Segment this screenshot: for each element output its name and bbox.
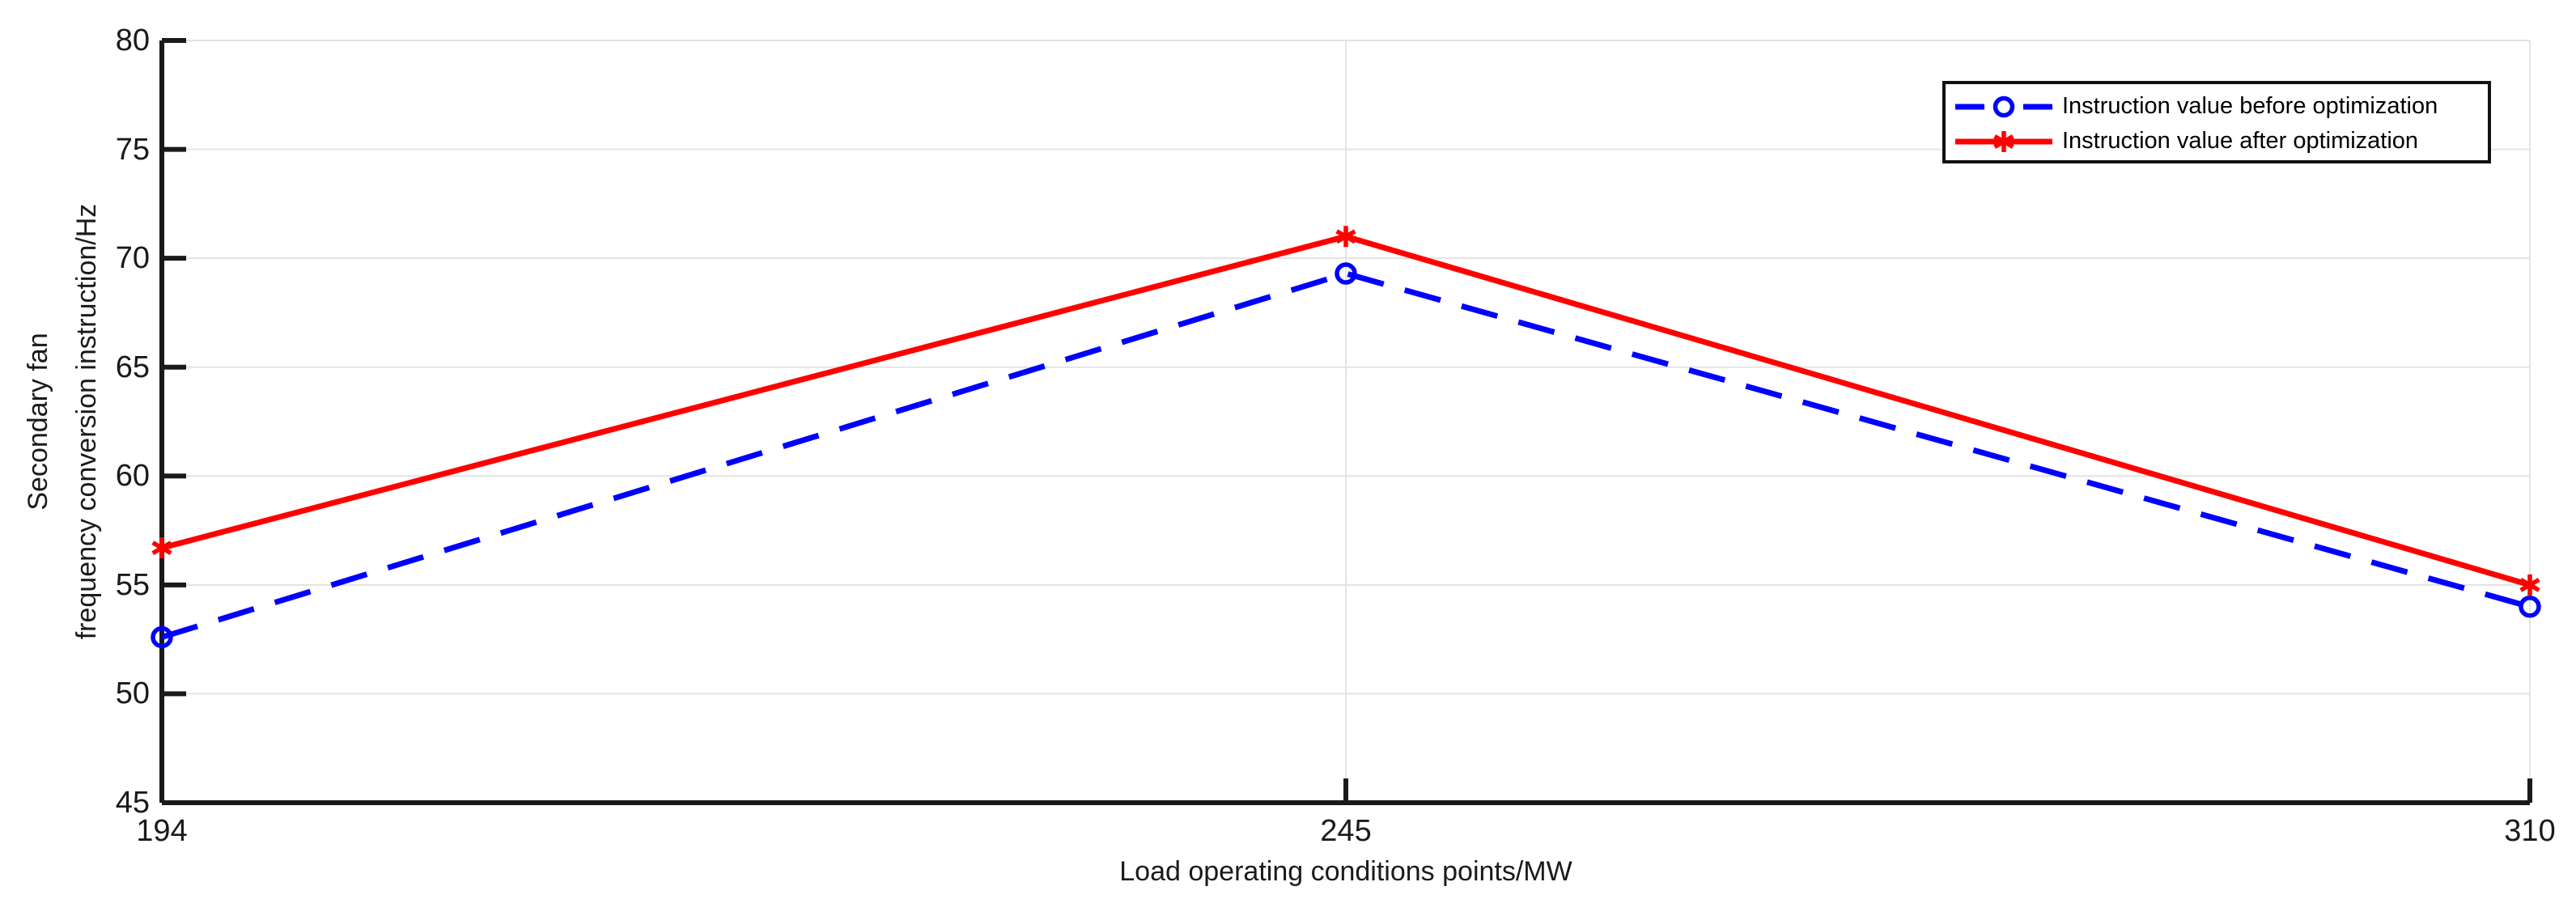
y-axis-label: Secondary fan frequency conversion instr… [14, 17, 114, 826]
y-tick-label: 50 [115, 676, 150, 711]
x-tick-label: 194 [136, 814, 188, 848]
legend-item-before: Instruction value before optimization [1954, 89, 2488, 124]
y-tick-label: 60 [115, 459, 150, 494]
marker-asterisk-icon [151, 541, 172, 555]
legend: Instruction value before optimization In… [1942, 81, 2491, 163]
y-axis-label-line2: frequency conversion instruction/Hz [71, 203, 102, 640]
x-axis-label: Load operating conditions points/MW [1119, 856, 1572, 887]
x-tick-label: 245 [1320, 814, 1372, 848]
legend-dashed-line-circle-icon [1955, 95, 2052, 117]
legend-item-after: Instruction value after optimization [1954, 124, 2488, 159]
marker-asterisk-icon [2519, 577, 2540, 592]
y-tick-label: 75 [115, 132, 150, 167]
legend-label-before: Instruction value before optimization [2062, 93, 2438, 119]
marker-circle-icon [151, 626, 173, 649]
y-tick-label: 70 [115, 241, 150, 276]
y-tick-label: 65 [115, 350, 150, 384]
y-tick-label: 45 [115, 786, 150, 820]
x-tick-label: 310 [2504, 814, 2556, 848]
marker-circle-icon [1335, 262, 1357, 285]
legend-solid-line-asterisk-icon [1955, 130, 2052, 152]
y-tick-label: 55 [115, 567, 150, 602]
marker-asterisk-icon [1335, 229, 1356, 244]
y-axis-label-line1: Secondary fan [23, 333, 53, 511]
y-tick-label: 80 [115, 23, 150, 57]
legend-label-after: Instruction value after optimization [2062, 128, 2419, 154]
marker-circle-icon [2519, 596, 2541, 618]
